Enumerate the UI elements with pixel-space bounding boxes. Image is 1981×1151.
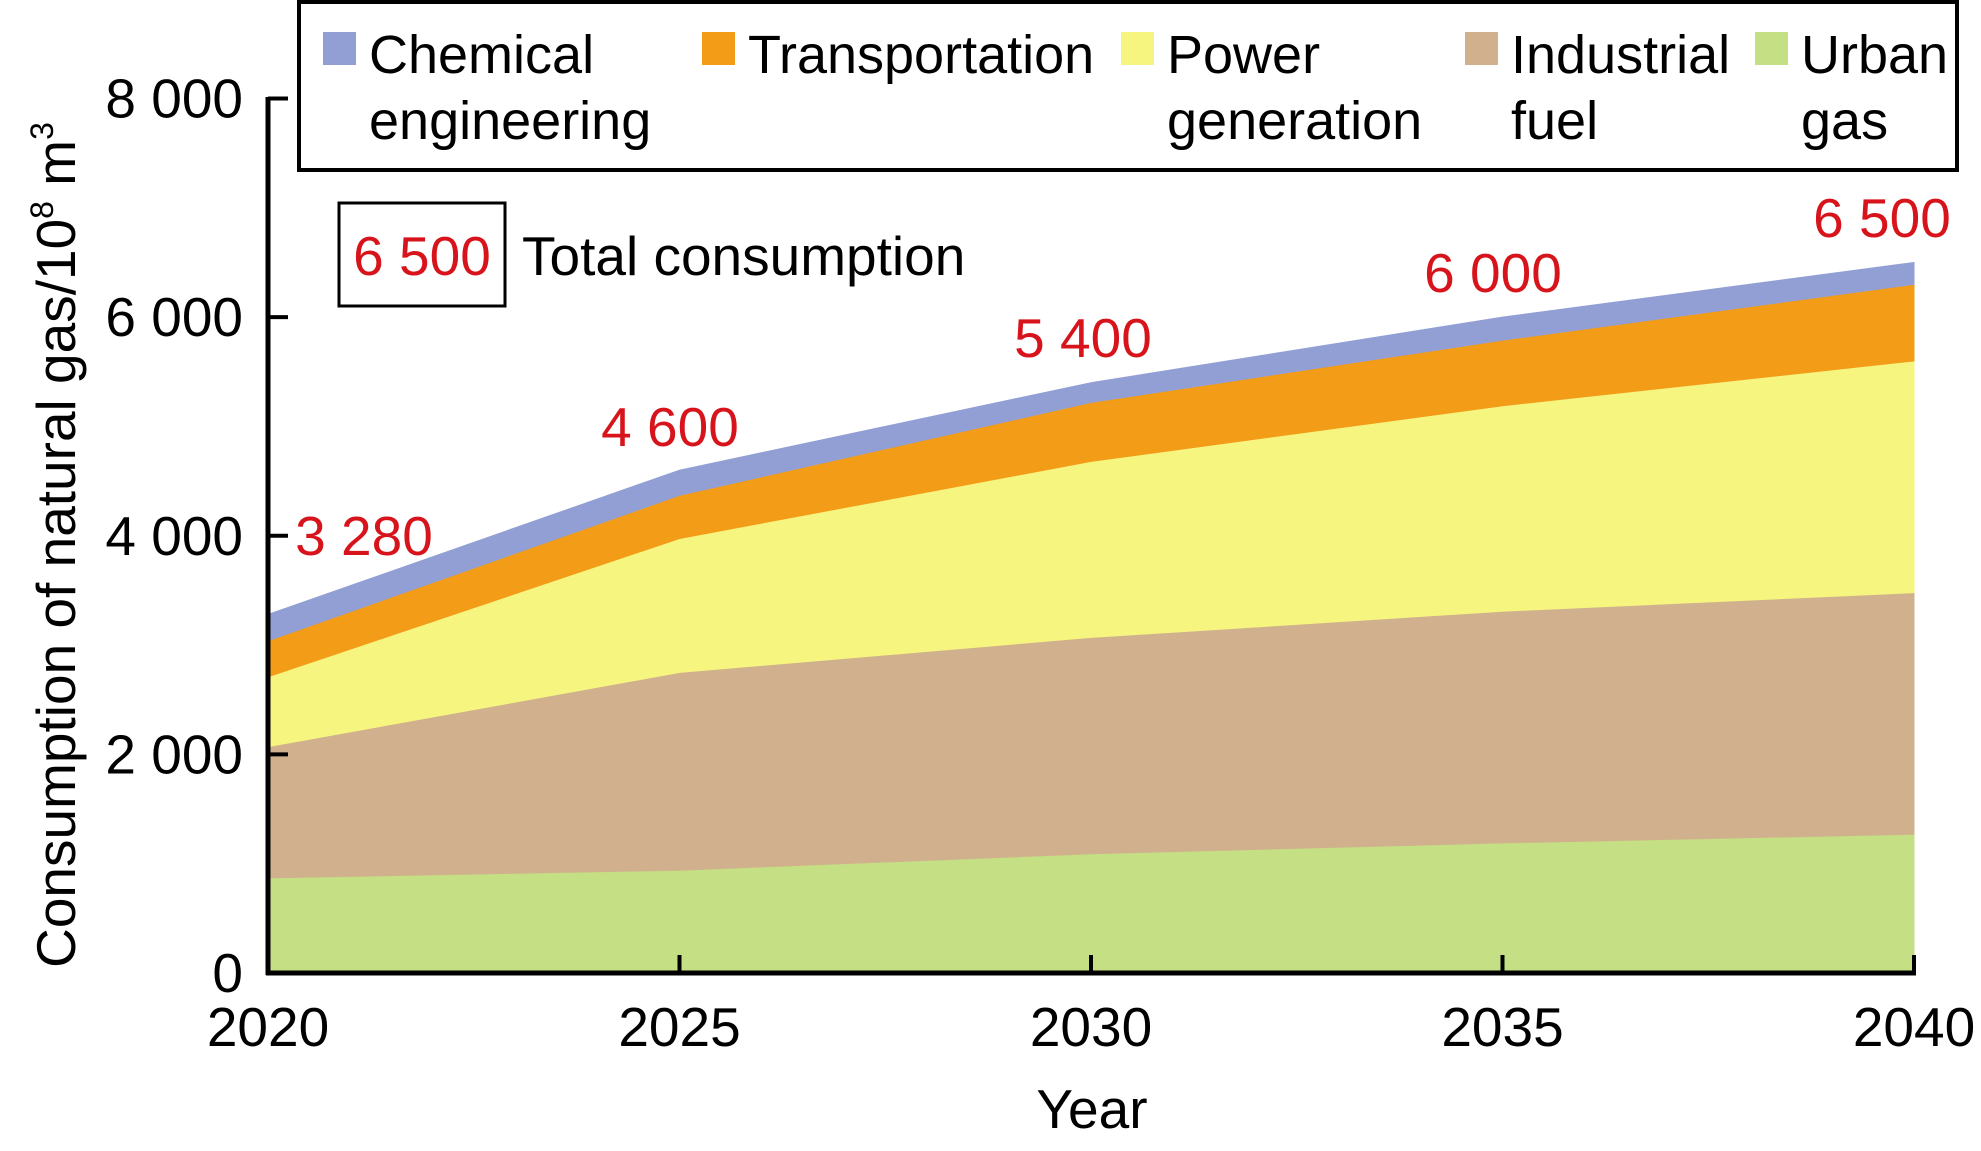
legend-item-transportation: Transportation — [702, 25, 1094, 85]
y-axis-title-sup1: 8 — [24, 201, 60, 219]
x-ticks: 2020 2025 2030 2035 2040 — [207, 955, 1975, 1058]
legend-label: Industrial — [1511, 25, 1730, 85]
legend-label: generation — [1167, 91, 1422, 151]
total-label: 6 000 — [1424, 242, 1562, 304]
total-annotation-box — [337, 201, 507, 308]
legend-label: fuel — [1511, 91, 1598, 151]
total-labels: 3 280 4 600 5 400 6 000 6 500 — [295, 187, 1951, 567]
legend-swatch — [323, 32, 356, 65]
x-axis-title: Year — [1036, 1078, 1147, 1140]
y-ticks: 0 2 000 4 000 6 000 8 000 — [105, 68, 288, 1004]
legend-label: Chemical — [369, 25, 594, 85]
legend-swatch — [702, 32, 735, 65]
total-label: 5 400 — [1014, 307, 1152, 369]
total-annotation-value: 6 500 — [353, 225, 491, 287]
total-annotation: 6 500 Total consumption — [337, 201, 965, 308]
y-tick-label: 4 000 — [105, 505, 243, 567]
legend-swatch — [1755, 32, 1788, 65]
x-tick-label: 2025 — [618, 996, 740, 1058]
y-axis-title-suffix: m — [25, 140, 87, 201]
legend-label: Transportation — [748, 25, 1094, 85]
total-label: 3 280 — [295, 505, 433, 567]
legend-swatch — [1465, 32, 1498, 65]
y-tick-label: 6 000 — [105, 286, 243, 348]
x-tick-label: 2035 — [1441, 996, 1563, 1058]
legend-box — [297, 0, 1959, 172]
y-tick-label: 0 — [212, 942, 243, 1004]
x-tick-label: 2030 — [1030, 996, 1152, 1058]
legend-label: Power — [1167, 25, 1320, 85]
area-layers — [267, 261, 1915, 974]
y-tick-label: 8 000 — [105, 68, 243, 130]
legend-label: engineering — [369, 91, 651, 151]
total-label: 4 600 — [601, 396, 739, 458]
y-axis-title-main: Consumption of natural gas/10 — [25, 219, 87, 968]
legend-swatch — [1121, 32, 1154, 65]
legend-label: Urban — [1801, 25, 1948, 85]
y-axis-title: Consumption of natural gas/108 m3 — [24, 122, 87, 968]
total-annotation-text: Total consumption — [522, 225, 965, 287]
total-label: 6 500 — [1813, 187, 1951, 249]
area-chemical-engineering — [267, 261, 1915, 642]
legend-label: gas — [1801, 91, 1888, 151]
x-tick-label: 2020 — [207, 996, 329, 1058]
x-tick-label: 2040 — [1853, 996, 1975, 1058]
y-axis-title-sup2: 3 — [24, 122, 60, 140]
y-tick-label: 2 000 — [105, 723, 243, 785]
